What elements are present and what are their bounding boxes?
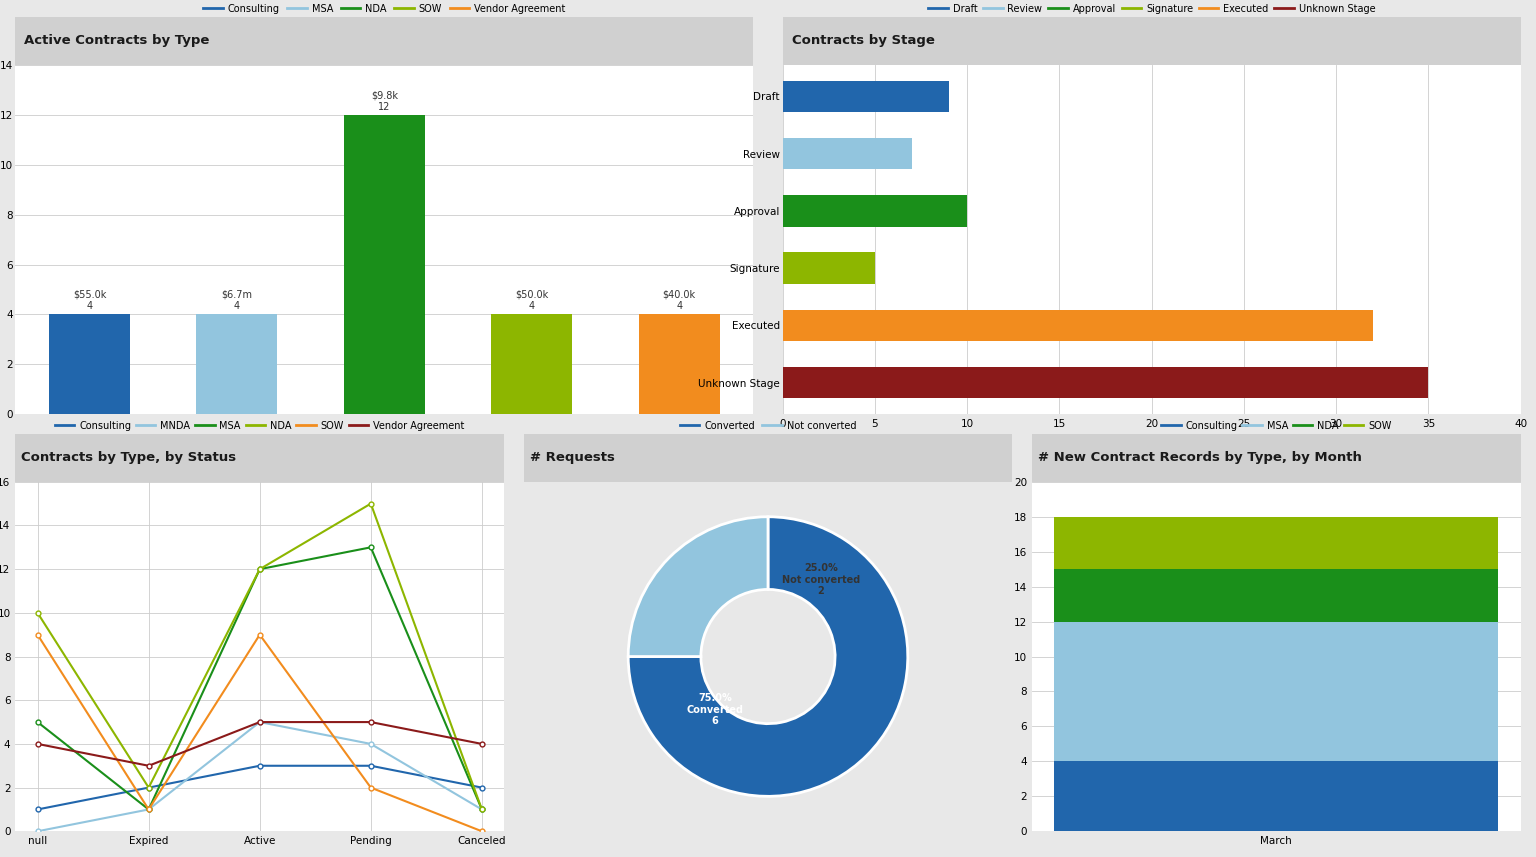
Legend: Draft, Review, Approval, Signature, Executed, Unknown Stage: Draft, Review, Approval, Signature, Exec… xyxy=(925,0,1379,17)
Bar xyxy=(1054,761,1499,831)
NDA xyxy=(28,608,46,618)
Consulting xyxy=(140,782,158,793)
Legend: Consulting, MSA, NDA, SOW, Vendor Agreement: Consulting, MSA, NDA, SOW, Vendor Agreem… xyxy=(200,0,570,17)
MSA xyxy=(250,564,269,574)
Bar xyxy=(1054,569,1499,621)
Text: $40.0k
4: $40.0k 4 xyxy=(662,290,696,311)
Bar xyxy=(1054,621,1499,761)
Line: MSA: MSA xyxy=(35,545,484,812)
Consulting xyxy=(473,782,492,793)
Bar xyxy=(783,81,949,112)
Vendor Agreement xyxy=(361,717,379,728)
Bar xyxy=(49,315,131,414)
Vendor Agreement xyxy=(473,739,492,749)
Text: $9.8k
12: $9.8k 12 xyxy=(370,90,398,111)
Consulting xyxy=(250,761,269,771)
SOW xyxy=(361,782,379,793)
Bar xyxy=(783,367,1428,399)
Line: Consulting: Consulting xyxy=(35,764,484,812)
SOW xyxy=(28,630,46,640)
Line: Vendor Agreement: Vendor Agreement xyxy=(35,720,484,768)
NDA xyxy=(140,782,158,793)
Vendor Agreement xyxy=(140,761,158,771)
Vendor Agreement xyxy=(250,717,269,728)
NDA xyxy=(250,564,269,574)
MNDA xyxy=(361,739,379,749)
Legend: Consulting, MNDA, MSA, NDA, SOW, Vendor Agreement: Consulting, MNDA, MSA, NDA, SOW, Vendor … xyxy=(51,417,468,434)
Text: $6.7m
4: $6.7m 4 xyxy=(221,290,252,311)
Text: $50.0k
4: $50.0k 4 xyxy=(515,290,548,311)
Text: 25.0%
Not converted
2: 25.0% Not converted 2 xyxy=(782,563,860,596)
SOW xyxy=(140,805,158,815)
MSA xyxy=(361,542,379,553)
Wedge shape xyxy=(628,517,768,656)
Bar xyxy=(197,315,278,414)
Line: NDA: NDA xyxy=(35,501,484,812)
Text: Contracts by Type, by Status: Contracts by Type, by Status xyxy=(22,452,237,464)
MNDA xyxy=(473,805,492,815)
Text: $55.0k
4: $55.0k 4 xyxy=(72,290,106,311)
NDA xyxy=(361,499,379,509)
Bar xyxy=(783,253,876,284)
Bar xyxy=(344,115,425,414)
SOW xyxy=(250,630,269,640)
Bar xyxy=(783,138,912,170)
MSA xyxy=(28,717,46,728)
Wedge shape xyxy=(628,517,908,796)
Legend: Converted, Not converted: Converted, Not converted xyxy=(676,417,860,434)
Text: # New Contract Records by Type, by Month: # New Contract Records by Type, by Month xyxy=(1038,452,1361,464)
Text: 75.0%
Converted
6: 75.0% Converted 6 xyxy=(687,693,743,726)
MNDA xyxy=(28,826,46,836)
MSA xyxy=(473,805,492,815)
Bar xyxy=(1054,517,1499,569)
Vendor Agreement xyxy=(28,739,46,749)
Consulting xyxy=(28,805,46,815)
MSA xyxy=(140,805,158,815)
Text: Contracts by Stage: Contracts by Stage xyxy=(791,34,934,47)
MNDA xyxy=(140,805,158,815)
Text: # Requests: # Requests xyxy=(530,452,614,464)
Line: SOW: SOW xyxy=(35,632,484,834)
Bar xyxy=(783,195,968,226)
Line: MNDA: MNDA xyxy=(35,720,484,834)
Bar xyxy=(639,315,720,414)
NDA xyxy=(473,805,492,815)
Bar xyxy=(783,309,1373,341)
Text: Active Contracts by Type: Active Contracts by Type xyxy=(25,34,209,47)
MNDA xyxy=(250,717,269,728)
Bar xyxy=(492,315,573,414)
SOW xyxy=(473,826,492,836)
Legend: Consulting, MSA, NDA, SOW: Consulting, MSA, NDA, SOW xyxy=(1157,417,1395,434)
Consulting xyxy=(361,761,379,771)
